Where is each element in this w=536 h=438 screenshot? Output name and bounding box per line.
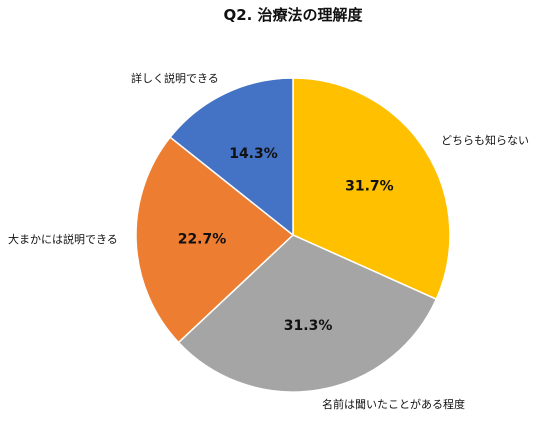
chart-title: Q2. 治療法の理解度 bbox=[223, 6, 363, 24]
pie-slice bbox=[177, 234, 438, 393]
category-label: 名前は聞いたことがある程度 bbox=[322, 397, 465, 411]
pie-slice bbox=[169, 77, 294, 237]
data-label: 31.3% bbox=[284, 318, 333, 334]
category-label: 大まかには説明できる bbox=[8, 232, 118, 246]
pie-slice bbox=[135, 136, 295, 344]
data-label: 22.7% bbox=[178, 232, 227, 248]
category-label: どちらも知らない bbox=[441, 133, 529, 147]
pie-slices bbox=[135, 77, 451, 393]
category-label: 詳しく説明できる bbox=[131, 71, 219, 85]
data-labels: 31.7% 31.3% 22.7% 14.3% bbox=[178, 146, 394, 334]
pie-slice bbox=[292, 77, 451, 301]
data-label: 14.3% bbox=[229, 146, 278, 162]
data-label: 31.7% bbox=[345, 179, 394, 195]
